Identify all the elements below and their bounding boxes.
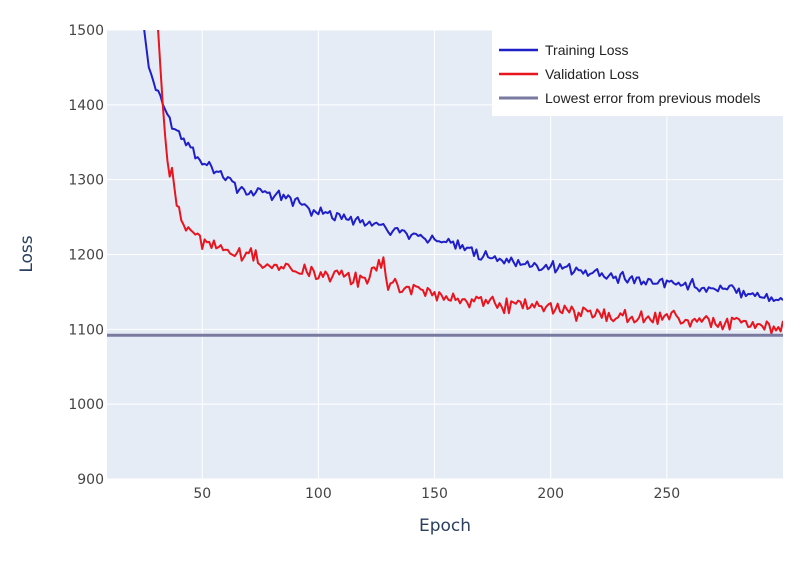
legend[interactable]: Training Loss Validation Loss Lowest error… [492,30,783,116]
legend-label: Lowest error from previous models [545,90,761,106]
x-tick-label: 100 [305,486,332,502]
y-tick-label: 1300 [68,173,104,189]
series-lines [107,30,783,337]
y-axis-title: Loss [17,235,37,272]
x-tick-label: 250 [653,486,680,502]
legend-item[interactable]: Training Loss [499,42,629,58]
series-line-2 [157,30,783,335]
y-tick-label: 1200 [68,248,104,264]
grid-lines [107,29,783,480]
x-axis-title: Epoch [419,516,471,536]
legend-label: Training Loss [545,42,629,58]
y-tick-label: 1000 [68,397,104,413]
legend-label: Validation Loss [545,66,639,82]
legend-box [492,30,783,116]
y-tick-label: 1500 [68,23,104,39]
tick-labels: 900 1000 1100 1200 1300 1400 1500 50 100 150 200 25… [68,23,680,502]
legend-item[interactable]: Lowest error from previous models [499,90,761,106]
series-line-1 [143,30,783,303]
legend-item[interactable]: Validation Loss [499,66,639,82]
x-tick-label: 50 [193,486,211,502]
y-tick-label: 900 [77,472,104,488]
x-tick-label: 200 [537,486,564,502]
x-tick-label: 150 [421,486,448,502]
y-tick-label: 1100 [68,322,104,338]
y-tick-label: 1400 [68,98,104,114]
